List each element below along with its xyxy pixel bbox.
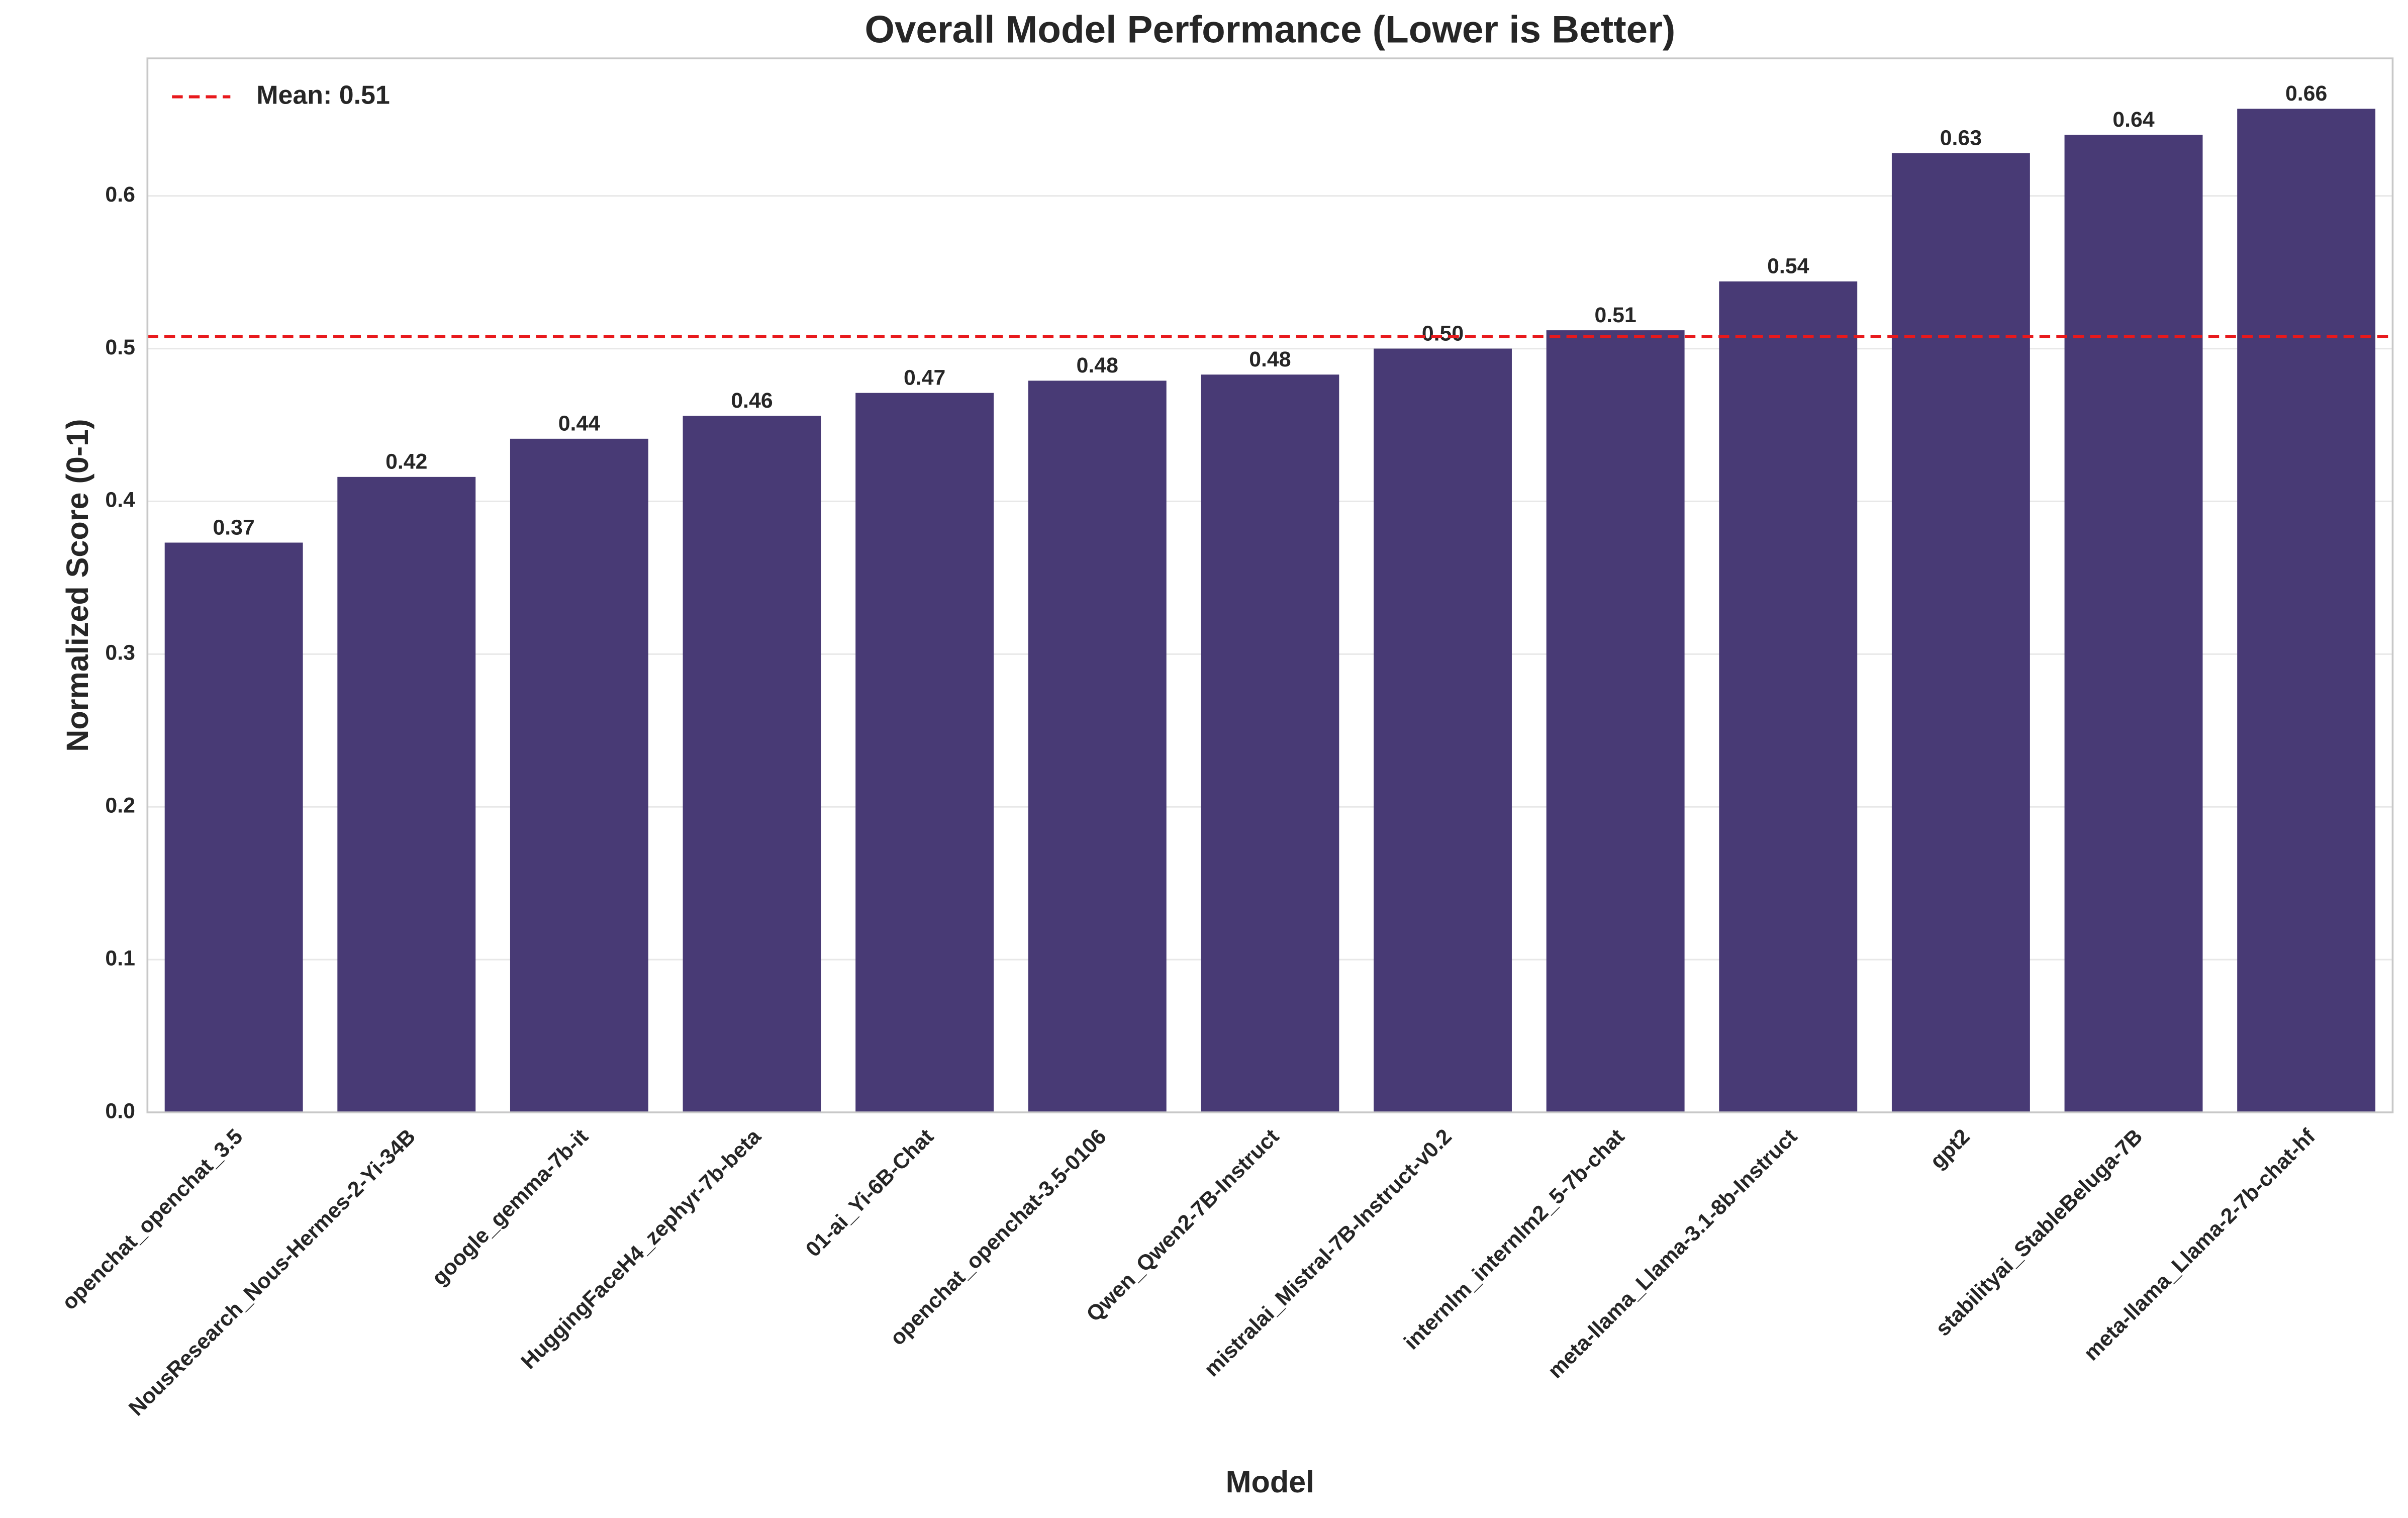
y-tick-label: 0.6 — [105, 182, 135, 207]
bar — [1201, 374, 1339, 1113]
value-label: 0.50 — [1422, 321, 1464, 345]
value-label: 0.64 — [2112, 108, 2154, 132]
value-label: 0.51 — [1595, 303, 1636, 327]
x-axis-label: Model — [1226, 1465, 1314, 1499]
value-label: 0.54 — [1767, 254, 1809, 278]
bar — [1891, 153, 2030, 1113]
bar — [2237, 109, 2376, 1113]
plot-frame — [146, 57, 2394, 1113]
bar — [1546, 330, 1685, 1113]
value-label: 0.46 — [731, 389, 773, 413]
y-axis-label: Normalized Score (0-1) — [60, 419, 94, 751]
legend-label: Mean: 0.51 — [256, 80, 390, 110]
bar — [337, 477, 476, 1113]
value-label: 0.42 — [386, 450, 427, 474]
bar — [1374, 348, 1512, 1113]
y-tick-label: 0.1 — [105, 946, 135, 970]
bar — [1028, 381, 1167, 1113]
y-tick-label: 0.3 — [105, 641, 135, 665]
bar — [2064, 135, 2203, 1113]
value-label: 0.47 — [904, 365, 945, 390]
y-tick-label: 0.5 — [105, 335, 135, 359]
y-tick-label: 0.4 — [105, 488, 135, 512]
y-tick-label: 0.2 — [105, 794, 135, 818]
bar — [683, 416, 821, 1113]
bar — [855, 393, 994, 1113]
value-label: 0.37 — [213, 515, 255, 539]
value-label: 0.44 — [558, 412, 600, 436]
value-label: 0.63 — [1940, 126, 1982, 150]
value-label: 0.66 — [2285, 81, 2327, 106]
bar — [1719, 281, 1858, 1113]
chart-title: Overall Model Performance (Lower is Bett… — [864, 8, 1675, 51]
bar — [164, 542, 303, 1113]
value-label: 0.48 — [1077, 353, 1118, 377]
value-label: 0.48 — [1249, 347, 1291, 371]
y-tick-label: 0.0 — [105, 1099, 135, 1123]
bar — [510, 438, 648, 1113]
